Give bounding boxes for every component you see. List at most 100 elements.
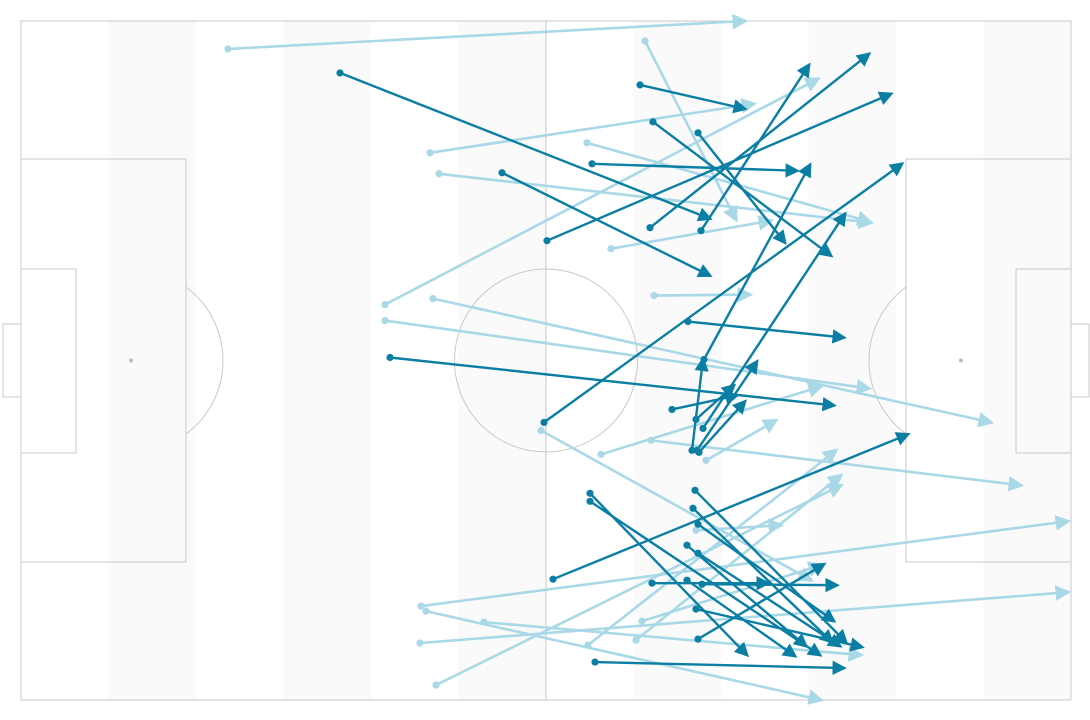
incomplete-pass-origin — [416, 639, 424, 647]
incomplete-pass-arrow — [643, 39, 738, 223]
right-penalty-spot — [959, 358, 963, 363]
incomplete-pass-origin — [607, 245, 615, 253]
completed-pass-origin — [498, 169, 506, 177]
right-goal — [1070, 323, 1090, 398]
completed-pass-origin — [698, 580, 706, 588]
incomplete-pass-arrow — [482, 620, 865, 662]
incomplete-pass-arrow — [539, 429, 814, 582]
completed-pass-arrow — [590, 162, 800, 178]
incomplete-pass-arrow — [428, 98, 758, 155]
completed-pass-origin — [336, 69, 344, 77]
incomplete-pass-origin — [647, 436, 655, 444]
completed-pass-arrow — [686, 320, 847, 344]
incomplete-pass-origin — [224, 45, 232, 53]
completed-pass-origin — [692, 605, 700, 613]
completed-pass-arrow — [699, 62, 811, 232]
incomplete-pass-origin — [641, 37, 649, 45]
incomplete-pass-arrow — [424, 609, 825, 705]
left-goal — [2, 323, 22, 398]
incomplete-pass-origin — [426, 149, 434, 157]
incomplete-passes — [224, 13, 1072, 705]
completed-pass-arrow — [696, 131, 787, 245]
centre-circle — [454, 268, 638, 453]
incomplete-pass-origin — [632, 636, 640, 644]
completed-pass-arrow — [691, 507, 835, 645]
completed-pass-arrow — [542, 162, 905, 424]
incomplete-pass-arrow — [585, 141, 874, 226]
completed-pass-origin — [586, 489, 594, 497]
incomplete-pass-origin — [417, 602, 425, 610]
pitch-markings — [2, 20, 1090, 701]
right-penalty-arc — [868, 286, 907, 435]
completed-pass-origin — [699, 424, 707, 432]
incomplete-pass-origin — [429, 294, 437, 303]
completed-pass-origin — [694, 520, 702, 528]
completed-pass-arrow — [702, 162, 812, 361]
completed-pass-origin — [586, 497, 594, 505]
completed-pass-arrow — [696, 562, 827, 641]
incomplete-pass-origin — [432, 681, 440, 689]
completed-pass-arrow — [701, 211, 847, 430]
incomplete-pass-origin — [650, 291, 658, 300]
completed-pass-origin — [646, 224, 654, 232]
pitch-stripe — [196, 21, 284, 700]
pitch-stripe — [896, 21, 984, 700]
completed-pass-arrow — [388, 356, 837, 412]
completed-pass-origin — [668, 405, 676, 414]
incomplete-pass-origin — [702, 456, 710, 464]
incomplete-pass-origin — [381, 316, 389, 325]
incomplete-pass-origin — [537, 426, 545, 434]
pitch-stripe — [108, 21, 196, 700]
completed-pass-origin — [683, 576, 691, 584]
completed-pass-origin — [540, 418, 548, 427]
incomplete-pass-arrow — [652, 286, 754, 303]
completed-pass-arrow — [697, 399, 747, 454]
completed-pass-origin — [386, 353, 394, 362]
incomplete-pass-arrow — [704, 418, 779, 462]
completed-pass-arrow — [551, 432, 911, 581]
incomplete-pass-arrow — [634, 473, 844, 642]
completed-pass-origin — [684, 317, 692, 326]
completed-pass-arrow — [700, 577, 840, 593]
completed-pass-origin — [688, 446, 696, 454]
incomplete-pass-arrow — [609, 215, 775, 250]
incomplete-pass-origin — [435, 170, 443, 178]
incomplete-pass-origin — [480, 618, 488, 626]
incomplete-pass-arrow — [383, 77, 821, 306]
incomplete-pass-origin — [583, 139, 591, 147]
completed-pass-origin — [591, 658, 599, 666]
incomplete-pass-origin — [597, 450, 605, 458]
completed-pass-arrow — [593, 660, 847, 675]
completed-pass-origin — [543, 237, 551, 245]
incomplete-pass-arrow — [586, 448, 839, 647]
completed-pass-arrow — [500, 171, 713, 277]
completed-pass-arrow — [338, 71, 713, 222]
incomplete-pass-origin — [692, 526, 700, 534]
incomplete-pass-origin — [381, 300, 389, 309]
incomplete-pass-arrow — [599, 382, 824, 456]
completed-pass-arrow — [690, 356, 709, 452]
incomplete-pass-arrow — [419, 515, 1072, 608]
completed-pass-origin — [691, 486, 699, 494]
pitch-stripe — [21, 21, 109, 700]
pitch-stripe — [808, 21, 896, 700]
completed-pass-arrow — [694, 607, 865, 652]
completed-pass-origin — [549, 575, 557, 583]
completed-pass-origin — [694, 635, 702, 643]
completed-pass-origin — [689, 504, 697, 512]
completed-pass-origin — [649, 118, 657, 126]
completed-pass-arrow — [696, 523, 837, 623]
completed-pass-arrow — [685, 578, 798, 658]
completed-passes — [336, 52, 911, 675]
completed-pass-arrow — [695, 359, 759, 452]
completed-pass-origin — [588, 160, 596, 168]
left-penalty-spot — [129, 358, 133, 363]
completed-pass-origin — [683, 541, 691, 549]
completed-pass-origin — [697, 227, 705, 235]
pitch-stripe — [283, 21, 371, 700]
incomplete-pass-arrow — [431, 297, 995, 428]
left-penalty-arc — [185, 286, 224, 435]
completed-pass-arrow — [638, 83, 748, 114]
incomplete-pass-arrow — [694, 518, 785, 534]
